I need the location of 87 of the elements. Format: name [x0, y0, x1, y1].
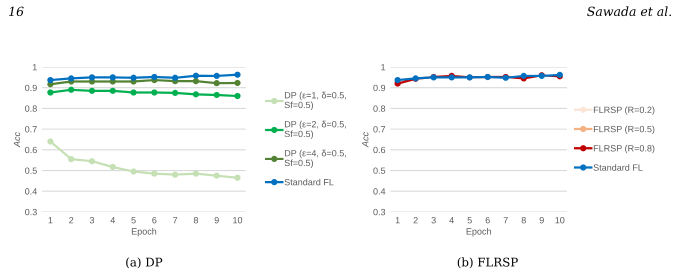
x-tick-label: 5	[131, 217, 136, 224]
text: (a) DP	[126, 257, 162, 268]
point	[151, 89, 158, 96]
point	[88, 158, 96, 164]
point	[172, 90, 178, 96]
x-tick-label: 2	[414, 217, 418, 224]
x-tick-label: 10	[233, 217, 242, 224]
point	[110, 88, 116, 94]
y-tick-label: 0.9	[25, 84, 37, 92]
point	[192, 170, 200, 177]
point	[110, 164, 116, 170]
x-tick-label: 3	[90, 217, 94, 224]
y-tick-label: 0.6	[373, 146, 386, 154]
x-tick-label: 5	[468, 217, 472, 224]
x-tick-label: 3	[431, 217, 436, 224]
y-tick-label: 0.8	[25, 105, 37, 112]
x-axis-title: Epoch	[132, 228, 156, 236]
point	[394, 76, 401, 84]
y-tick-label: 0.5	[25, 167, 37, 174]
x-tick-label: 4	[110, 217, 116, 224]
legend-label: DP (ε=1, δ=0.5, Sf=0.5)	[284, 92, 346, 110]
point	[172, 172, 178, 178]
x-tick-label: 1	[48, 217, 52, 224]
x-tick-label: 8	[194, 217, 198, 224]
x-tick-label: 9	[214, 217, 219, 224]
y-tick-label: 0.4	[25, 188, 37, 195]
x-tick-label: 6	[152, 217, 156, 224]
legend-label: FLRSP (R=0.2)	[594, 106, 654, 115]
point	[47, 89, 54, 96]
point	[214, 80, 220, 86]
legend-label: FLRSP (R=0.5)	[594, 126, 654, 134]
point	[68, 86, 74, 93]
x-tick-label: 7	[173, 217, 178, 224]
y-tick-label: 0.8	[373, 105, 386, 112]
text: 16	[9, 6, 24, 16]
point	[192, 78, 200, 84]
legend-label: DP (ε=2, δ=0.5, Sf=0.5)	[284, 120, 346, 139]
y-tick-label: 1	[381, 64, 386, 70]
y-tick-label: 0.3	[373, 208, 386, 216]
point	[47, 76, 54, 84]
x-tick-label: 10	[555, 217, 564, 224]
text: Sawada et al.	[587, 6, 672, 16]
point	[192, 91, 200, 98]
x-tick-label: 8	[522, 217, 526, 224]
y-tick-label: 0.9	[373, 84, 386, 92]
legend-label: FLRSP (R=0.8)	[594, 144, 654, 154]
point	[130, 168, 137, 175]
point	[110, 74, 116, 81]
point	[68, 156, 74, 162]
y-axis-title: Acc	[362, 132, 368, 148]
y-tick-label: 0.3	[25, 208, 37, 216]
y-tick-label: 0.6	[25, 146, 37, 154]
x-tick-label: 9	[540, 217, 544, 224]
point	[234, 80, 241, 86]
legend-label: Standard FL	[594, 164, 643, 171]
x-tick-label: 2	[69, 217, 74, 224]
point	[214, 72, 220, 80]
point	[234, 72, 241, 78]
point	[234, 174, 241, 181]
point	[214, 92, 220, 98]
legend-label: Standard FL	[284, 178, 334, 186]
point	[214, 172, 220, 179]
point	[88, 74, 96, 81]
point	[88, 88, 96, 94]
point	[47, 138, 54, 145]
y-axis-title: Acc	[14, 132, 20, 148]
y-tick-label: 1	[32, 64, 37, 70]
point	[520, 72, 527, 80]
x-tick-label: 4	[449, 217, 454, 224]
x-tick-label: 7	[504, 217, 508, 224]
point	[68, 75, 74, 82]
y-tick-label: 0.4	[373, 188, 386, 195]
x-tick-label: 1	[396, 217, 400, 224]
text: (b) FLRSP	[458, 257, 518, 268]
point	[234, 92, 241, 100]
x-tick-label: 6	[486, 217, 490, 224]
point	[151, 170, 158, 177]
y-tick-label: 0.5	[373, 167, 386, 174]
point	[192, 72, 200, 79]
point	[151, 74, 158, 80]
point	[172, 74, 178, 81]
x-axis-title: Epoch	[466, 228, 491, 236]
y-tick-label: 0.7	[25, 126, 37, 132]
point	[130, 74, 137, 81]
y-tick-label: 0.7	[373, 126, 386, 132]
point	[130, 89, 137, 96]
legend-label: DP (ε=4, δ=0.5, Sf=0.5)	[284, 150, 346, 168]
